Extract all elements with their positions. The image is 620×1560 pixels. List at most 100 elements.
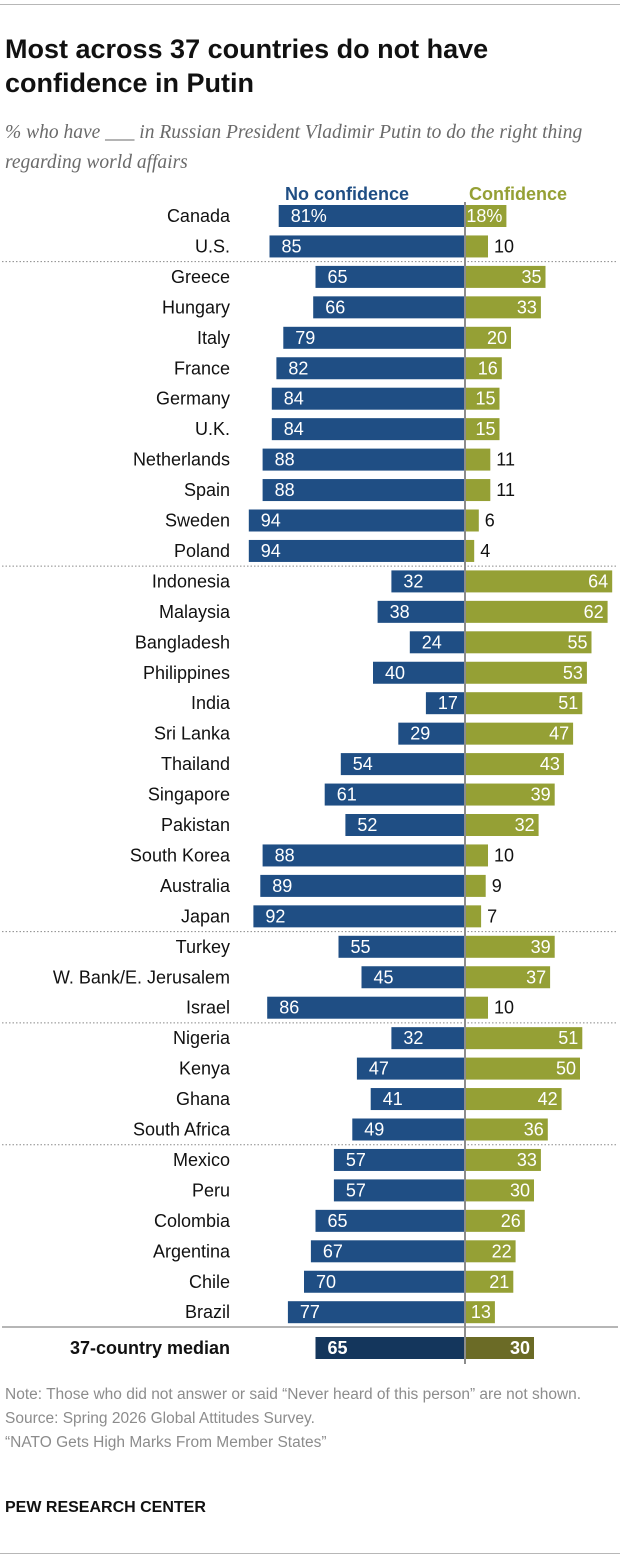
bar-confidence: [465, 814, 539, 836]
bar-no-confidence: [377, 600, 465, 623]
bar-no-confidence: [425, 692, 465, 715]
value-confidence: 42: [538, 1089, 558, 1109]
value-no-confidence: 88: [275, 450, 295, 470]
value-confidence: 15: [475, 419, 495, 439]
table-row: India 17 51: [191, 692, 583, 715]
bar-confidence: [465, 1301, 495, 1324]
bar-confidence: [465, 570, 613, 593]
value-no-confidence: 82: [288, 358, 308, 378]
table-row: Sweden 94 6: [165, 509, 495, 532]
value-no-confidence: 81%: [291, 206, 327, 226]
value-confidence: 39: [531, 785, 551, 805]
footer: Note: Those who did not answer or said “…: [5, 1383, 617, 1455]
value-confidence: 64: [588, 571, 608, 591]
value-no-confidence: 54: [353, 754, 373, 774]
bar-no-confidence: [287, 1301, 465, 1324]
value-confidence: 7: [487, 906, 497, 926]
value-no-confidence: 77: [300, 1302, 320, 1322]
country-label: Canada: [167, 206, 231, 226]
bar-confidence: [465, 996, 488, 1019]
bar-no-confidence: [276, 357, 465, 380]
bar-no-confidence: [315, 1337, 465, 1359]
table-row: Turkey 55 39: [176, 935, 555, 958]
value-confidence: 47: [549, 724, 569, 744]
value-confidence: 62: [584, 602, 604, 622]
bar-confidence: [465, 296, 541, 319]
bar-no-confidence: [262, 448, 465, 471]
value-confidence: 30: [510, 1180, 530, 1200]
country-label: India: [191, 693, 231, 713]
value-no-confidence: 88: [275, 845, 295, 865]
value-confidence: 16: [478, 358, 498, 378]
table-row: Malaysia 38 62: [159, 600, 608, 623]
bar-no-confidence: [391, 570, 465, 593]
country-label: Sweden: [165, 511, 230, 531]
value-no-confidence: 89: [272, 876, 292, 896]
value-confidence: 10: [494, 236, 514, 256]
bar-confidence: [465, 631, 592, 654]
value-confidence: 36: [524, 1120, 544, 1140]
footer-source: Source: Spring 2026 Global Attitudes Sur…: [5, 1410, 315, 1427]
bar-confidence: [465, 357, 502, 380]
table-row: Sri Lanka 29 47: [154, 722, 574, 745]
country-label: Ghana: [176, 1089, 231, 1109]
bar-no-confidence: [391, 1027, 465, 1050]
value-no-confidence: 65: [328, 1338, 348, 1358]
table-row: U.K. 84 15: [195, 418, 500, 441]
table-row: Ghana 41 42: [176, 1088, 562, 1111]
value-confidence: 43: [540, 754, 560, 774]
table-row: Germany 84 15: [156, 387, 500, 410]
table-row: Netherlands 88 11: [133, 448, 515, 471]
table-row: Peru 57 30: [192, 1179, 534, 1202]
value-confidence: 11: [496, 450, 515, 470]
table-row: Poland 94 4: [174, 539, 490, 562]
value-confidence: 51: [558, 1028, 578, 1048]
country-label: Japan: [181, 906, 230, 926]
bar-no-confidence: [340, 753, 465, 776]
legend-confidence: Confidence: [469, 184, 567, 204]
bar-no-confidence: [313, 296, 465, 319]
bar-confidence: [465, 539, 475, 562]
country-label: Nigeria: [173, 1028, 231, 1048]
bar-no-confidence: [370, 1088, 465, 1111]
country-label: Indonesia: [152, 571, 231, 591]
bar-confidence: [465, 966, 551, 989]
value-no-confidence: 24: [422, 632, 442, 652]
table-row: Hungary 66 33: [162, 296, 541, 319]
table-row: France 82 16: [174, 357, 502, 380]
bar-confidence: [465, 722, 574, 745]
value-no-confidence: 85: [282, 236, 302, 256]
table-row: South Korea 88 10: [130, 844, 514, 867]
country-label: Kenya: [179, 1059, 231, 1079]
table-row: W. Bank/E. Jerusalem 45 37: [53, 966, 551, 989]
value-no-confidence: 40: [385, 663, 405, 683]
diverging-bar-chart: No confidence Confidence Canada 81% 18% U.S…: [2, 184, 618, 1364]
country-label: Sri Lanka: [154, 724, 231, 744]
value-confidence: 13: [471, 1302, 491, 1322]
table-row: Mexico 57 33: [173, 1148, 541, 1171]
bar-no-confidence: [352, 1118, 465, 1141]
value-no-confidence: 84: [284, 389, 304, 409]
bar-no-confidence: [269, 235, 465, 258]
value-no-confidence: 65: [328, 1211, 348, 1231]
country-label: Philippines: [143, 663, 230, 683]
value-confidence: 51: [558, 693, 578, 713]
bar-confidence: [465, 1179, 534, 1202]
bar-confidence: [465, 448, 491, 471]
value-confidence: 10: [494, 845, 514, 865]
table-row: Chile 70 21: [189, 1270, 514, 1293]
country-label: South Africa: [133, 1120, 231, 1140]
table-row: Philippines 40 53: [143, 661, 587, 684]
bar-confidence: [465, 205, 507, 227]
bar-no-confidence: [253, 905, 465, 928]
bar-confidence: [465, 1337, 534, 1359]
country-label: Colombia: [154, 1211, 231, 1231]
value-confidence: 4: [480, 541, 490, 561]
bar-confidence: [465, 1209, 525, 1232]
bar-confidence: [465, 1027, 583, 1050]
value-confidence: 35: [521, 267, 541, 287]
bar-confidence: [465, 661, 587, 684]
value-no-confidence: 55: [351, 937, 371, 957]
country-label: U.K.: [195, 419, 230, 439]
bar-confidence: [465, 326, 511, 349]
